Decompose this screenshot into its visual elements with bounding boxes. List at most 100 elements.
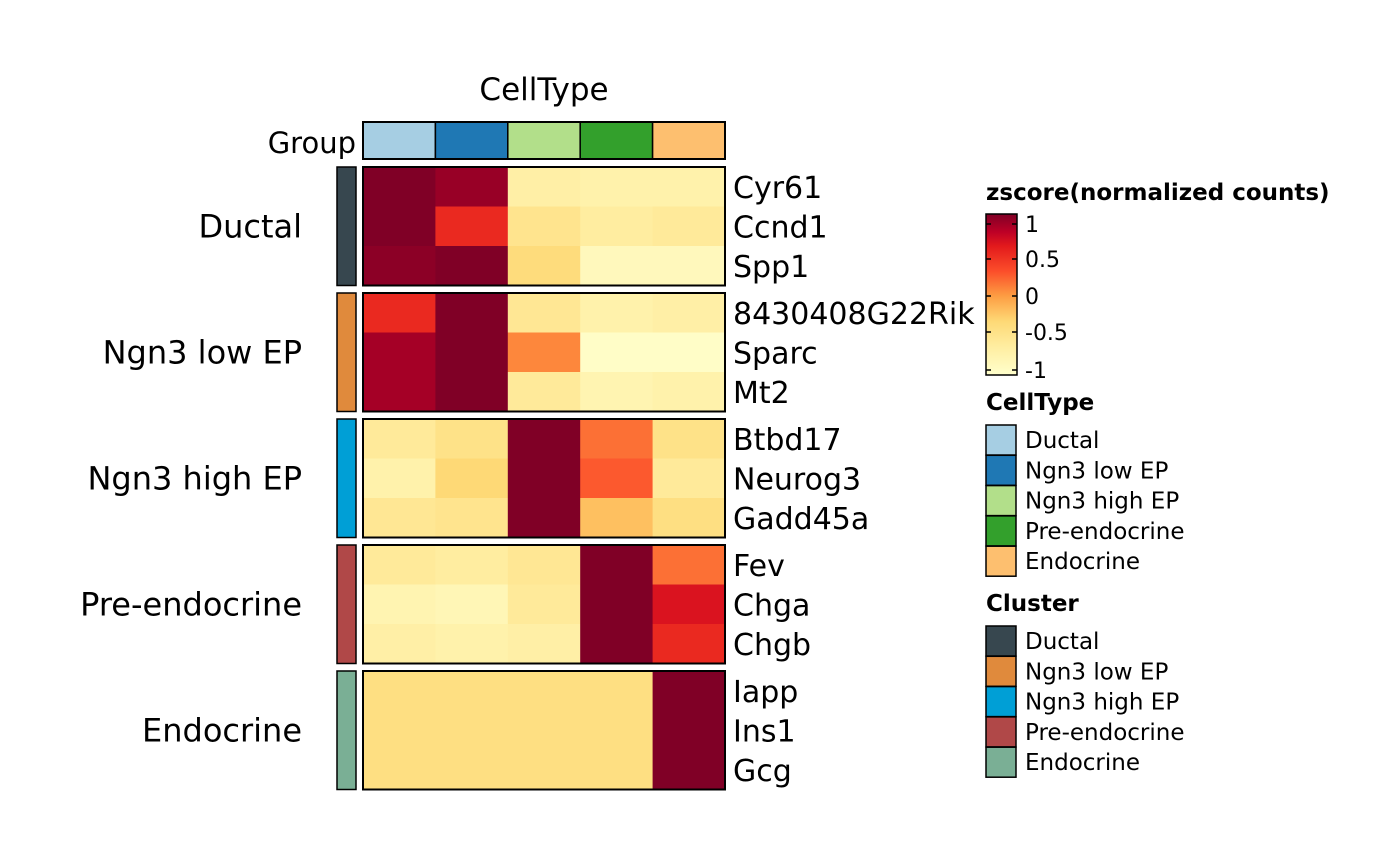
heatmap-cell	[652, 710, 726, 751]
gene-label: Mt2	[733, 376, 790, 411]
heatmap-cell	[363, 246, 436, 286]
heatmap-cell	[652, 545, 726, 585]
heatmap-cell	[652, 458, 726, 499]
gene-label: Chga	[733, 588, 810, 623]
heatmap-cell	[580, 750, 654, 790]
column-annotation-border	[362, 121, 726, 160]
legend-label: Ngn3 high EP	[1025, 690, 1179, 716]
heatmap-cell	[363, 624, 436, 664]
colorscale-tick-label: -0.5	[1025, 321, 1068, 346]
block-border	[362, 544, 726, 665]
heatmap-cell	[363, 458, 436, 499]
heatmap-cell	[363, 710, 436, 751]
cluster-label: Ngn3 high EP	[87, 459, 302, 497]
gene-label: Chgb	[733, 628, 811, 663]
heatmap-cell	[435, 545, 509, 585]
heatmap-cell	[507, 206, 581, 247]
cluster-bar	[336, 292, 357, 413]
gene-label: Btbd17	[733, 423, 842, 458]
heatmap-cell	[435, 584, 509, 625]
legend-title: Cluster	[986, 591, 1079, 617]
legend-label: Pre-endocrine	[1025, 519, 1184, 545]
heatmap-cell	[580, 710, 654, 751]
heatmap-cell	[507, 167, 581, 207]
heatmap-cell	[652, 750, 726, 790]
legend-swatch	[985, 424, 1017, 456]
heatmap-cell	[652, 671, 726, 711]
chart-title: CellType	[479, 72, 608, 108]
heatmap-cell	[652, 167, 726, 207]
heatmap-cell	[363, 206, 436, 247]
gene-label: Spp1	[733, 250, 809, 285]
gene-label: Sparc	[733, 336, 818, 371]
heatmap-cell	[652, 293, 726, 333]
heatmap-cell	[652, 419, 726, 459]
colorscale-bar	[985, 213, 1018, 376]
gene-label: Gadd45a	[733, 502, 869, 537]
heatmap-cell	[507, 372, 581, 412]
heatmap-cell	[363, 671, 436, 711]
heatmap-cell	[363, 498, 436, 538]
legend-swatch	[985, 746, 1017, 778]
gene-label: Cyr61	[733, 171, 822, 206]
block-border	[362, 292, 726, 413]
heatmap-cell	[435, 372, 509, 412]
heatmap-cell	[363, 293, 436, 333]
heatmap-cell	[435, 332, 509, 373]
legend-label: Ngn3 low EP	[1025, 458, 1168, 484]
heatmap-cell	[435, 624, 509, 664]
heatmap-cell	[507, 584, 581, 625]
heatmap-cell	[435, 246, 509, 286]
gene-label: 8430408G22Rik	[733, 297, 975, 332]
heatmap-cell	[435, 419, 509, 459]
legend-swatch	[985, 685, 1017, 718]
heatmap-cell	[580, 206, 654, 247]
cluster-bar	[336, 418, 357, 539]
heatmap-cell	[435, 671, 509, 711]
cluster-label: Ngn3 low EP	[103, 333, 302, 371]
heatmap-cell	[363, 332, 436, 373]
heatmap-cell	[363, 545, 436, 585]
heatmap-cell	[580, 246, 654, 286]
heatmap-cell	[580, 293, 654, 333]
column-annotation-cell	[507, 121, 581, 160]
heatmap-cell	[507, 710, 581, 751]
heatmap-cell	[580, 419, 654, 459]
cluster-bar	[336, 670, 357, 791]
block-border	[362, 418, 726, 539]
heatmap-cell	[652, 372, 726, 412]
heatmap-cell	[507, 750, 581, 790]
colorscale-tick-label: 0	[1025, 285, 1039, 310]
colorscale-title: zscore(normalized counts)	[986, 180, 1330, 206]
heatmap-cell	[507, 419, 581, 459]
gene-label: Iapp	[733, 675, 798, 710]
column-annotation-cell	[362, 121, 437, 160]
legend-swatch	[985, 716, 1017, 748]
legend-label: Endocrine	[1025, 549, 1140, 575]
heatmap-cell	[580, 458, 654, 499]
heatmap-cell	[435, 750, 509, 790]
heatmap-cell	[507, 498, 581, 538]
heatmap-cell	[580, 671, 654, 711]
heatmap-cell	[435, 206, 509, 247]
legend-title: CellType	[986, 390, 1094, 416]
block-border	[362, 166, 726, 287]
colorscale-tick-label: 0.5	[1025, 248, 1060, 273]
heatmap-cell	[652, 206, 726, 247]
legend-swatch	[985, 545, 1017, 577]
heatmap-cell	[507, 332, 581, 373]
colorscale-tick-label: -1	[1025, 359, 1047, 384]
heatmap-cell	[580, 545, 654, 585]
column-annotation-cell	[651, 121, 726, 160]
legend-label: Ductal	[1025, 428, 1099, 454]
legend-swatch	[985, 454, 1017, 487]
cluster-label: Endocrine	[142, 711, 302, 749]
heatmap-cell	[652, 246, 726, 286]
heatmap-cell	[435, 458, 509, 499]
heatmap-cell	[507, 458, 581, 499]
heatmap-cell	[507, 545, 581, 585]
heatmap-cell	[435, 710, 509, 751]
column-annotation-cell	[434, 121, 509, 160]
heatmap-cell	[363, 167, 436, 207]
gene-label: Neurog3	[733, 462, 861, 497]
